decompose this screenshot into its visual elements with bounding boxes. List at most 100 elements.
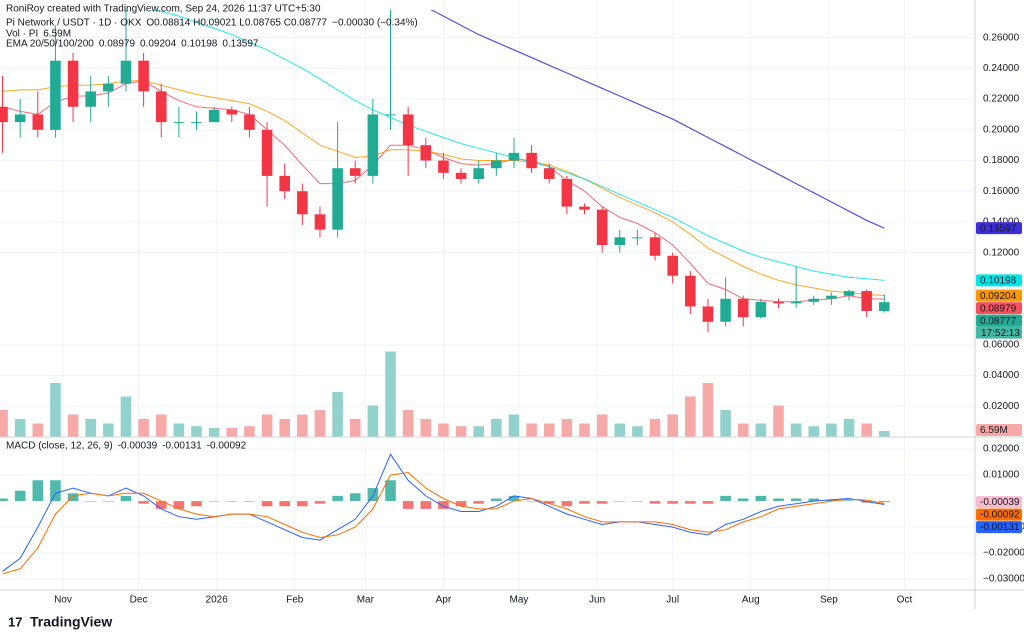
price-tag — [976, 222, 1022, 235]
volume-bar — [649, 419, 661, 437]
volume-bar — [261, 414, 273, 437]
price-tag-label: 0.08979 — [980, 303, 1017, 314]
candle-body — [226, 109, 238, 115]
candle-body — [155, 91, 167, 123]
candle-body — [244, 114, 255, 130]
price-tag — [976, 289, 1022, 302]
macd-histogram-bar — [173, 501, 185, 509]
volume-bar — [508, 414, 520, 437]
countdown-tag — [976, 326, 1022, 339]
volume-bar — [67, 414, 79, 437]
macd-hist-value: -0.00039 — [118, 441, 158, 452]
macd-histogram-bar — [808, 498, 820, 502]
volume-bar — [349, 419, 361, 437]
macd-histogram-bar — [685, 501, 696, 504]
candle-body — [438, 160, 449, 173]
macd-histogram-bar — [385, 480, 396, 502]
volume-bar — [720, 410, 731, 437]
ema-line — [149, 10, 885, 281]
countdown-label: 17:52:13 — [981, 328, 1020, 339]
candle-body — [14, 114, 26, 123]
price-tag-label: 0.13597 — [980, 223, 1017, 234]
volume-label: Vol · PI — [6, 29, 38, 40]
candle-body — [526, 152, 537, 169]
volume-bar — [191, 426, 202, 437]
candle-body — [297, 191, 308, 215]
y-tick-label: 0.01000 — [983, 470, 1020, 481]
y-tick-label: 0.22000 — [983, 94, 1020, 105]
candle-body — [402, 114, 414, 146]
candle-body — [614, 237, 626, 246]
macd-histogram-bar — [349, 493, 361, 502]
y-tick-label: −0.03000 — [983, 574, 1024, 585]
candle-body — [473, 168, 484, 179]
macd-histogram-bar — [879, 501, 890, 503]
volume-bar — [579, 423, 590, 437]
macd-histogram-bar — [50, 480, 61, 502]
y-tick-label: 0.02000 — [983, 401, 1020, 412]
volume-bar — [297, 414, 308, 437]
macd-histogram-bar — [244, 501, 255, 502]
price-tag-label: 0.10198 — [980, 276, 1017, 287]
macd-histogram-bar — [402, 501, 414, 509]
volume-bar — [861, 423, 872, 437]
price-tag — [976, 496, 1022, 509]
price-tag — [976, 314, 1022, 327]
volume-value: 6.59M — [43, 29, 71, 40]
volume-bar — [367, 405, 379, 437]
candle-body — [702, 306, 714, 322]
candle-body — [50, 60, 61, 130]
macd-histogram-bar — [543, 501, 555, 504]
macd-histogram-bar — [649, 501, 661, 504]
macd-histogram-bar — [773, 498, 784, 502]
volume-bar — [455, 426, 467, 437]
candle-body — [790, 301, 802, 304]
candle-body — [632, 237, 643, 239]
volume-bar — [314, 410, 326, 437]
macd-histogram-bar — [790, 498, 802, 502]
volume-bar — [103, 423, 114, 437]
price-tag-label: 0.08777 — [980, 316, 1017, 327]
macd-histogram-bar — [138, 501, 149, 504]
macd-histogram-bar — [155, 501, 167, 509]
macd-histogram-bar — [491, 498, 502, 502]
price-tag-label: -0.00131 — [980, 522, 1020, 533]
candle-body — [808, 298, 820, 302]
macd-histogram-bar — [438, 501, 449, 509]
volume-bar — [543, 423, 555, 437]
price-tag-label: -0.00092 — [980, 510, 1020, 521]
x-tick-label: 2026 — [206, 595, 229, 606]
candle-body — [543, 168, 555, 179]
candle-body — [138, 60, 149, 92]
ema-line — [430, 10, 885, 229]
volume-bar — [0, 410, 8, 437]
volume-bar — [808, 426, 820, 437]
volume-bar — [244, 426, 255, 437]
macd-histogram-bar — [103, 501, 114, 502]
macd-histogram-bar — [67, 493, 79, 502]
candle-body — [314, 214, 326, 230]
candle-body — [879, 302, 890, 312]
candle-body — [32, 114, 44, 130]
candle-body — [561, 178, 573, 207]
volume-bar — [120, 396, 132, 437]
credit: RoniRoy created with TradingView.com, Se… — [6, 4, 321, 15]
y-tick-label: 0.02000 — [983, 444, 1020, 455]
brand-name: TradingView — [30, 614, 112, 630]
price-tag — [976, 302, 1022, 315]
macd-histogram-bar — [420, 501, 432, 509]
macd-histogram-bar — [120, 495, 132, 502]
macd-histogram-bar — [667, 501, 678, 504]
macd-histogram-bar — [702, 501, 714, 504]
macd-histogram-bar — [261, 501, 273, 507]
volume-tag — [976, 424, 1022, 436]
y-tick-label: 0.04000 — [983, 370, 1020, 381]
volume-bar — [332, 392, 343, 437]
macd-histogram-bar — [473, 501, 484, 504]
macd-histogram-bar — [279, 501, 290, 507]
candle-body — [367, 114, 379, 176]
macd-histogram-bar — [297, 501, 308, 507]
candle-body — [667, 255, 678, 276]
